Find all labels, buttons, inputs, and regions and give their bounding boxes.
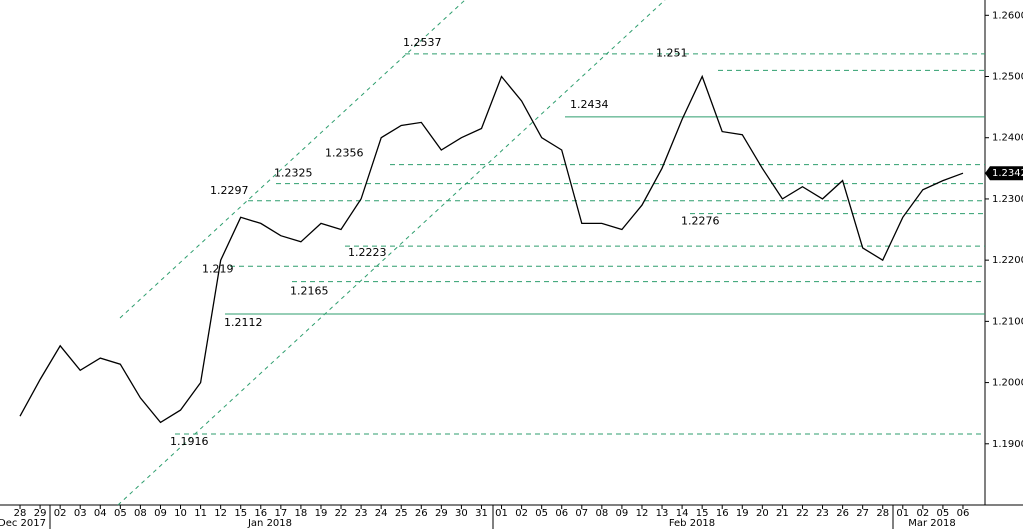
x-tick-label: 01 [896, 508, 909, 519]
x-tick-label: 08 [134, 508, 147, 519]
x-tick-label: 02 [916, 508, 929, 519]
level-label: 1.219 [202, 262, 234, 275]
x-tick-label: 05 [535, 508, 548, 519]
x-tick-label: 25 [395, 508, 408, 519]
x-tick-label: 30 [455, 508, 468, 519]
x-tick-label: 05 [937, 508, 950, 519]
x-tick-label: 05 [114, 508, 127, 519]
level-label: 1.251 [656, 46, 688, 59]
x-tick-label: 26 [836, 508, 849, 519]
x-tick-label: 11 [194, 508, 207, 519]
month-label: Dec 2017 [0, 518, 46, 529]
x-tick-label: 19 [736, 508, 749, 519]
x-tick-label: 15 [696, 508, 709, 519]
x-tick-label: 17 [274, 508, 287, 519]
x-tick-label: 06 [957, 508, 970, 519]
y-tick-label: 1.2500 [992, 72, 1023, 83]
x-tick-label: 26 [415, 508, 428, 519]
x-tick-label: 19 [315, 508, 328, 519]
level-label: 1.2276 [681, 215, 720, 228]
y-tick-label: 1.2300 [992, 194, 1023, 205]
x-tick-label: 01 [495, 508, 508, 519]
x-tick-label: 20 [756, 508, 769, 519]
x-tick-label: 16 [254, 508, 267, 519]
channel-line [117, 0, 666, 506]
x-tick-label: 28 [876, 508, 889, 519]
x-tick-label: 10 [174, 508, 187, 519]
x-tick-label: 16 [716, 508, 729, 519]
x-tick-label: 12 [636, 508, 649, 519]
x-tick-label: 15 [234, 508, 247, 519]
y-tick-label: 1.2000 [992, 378, 1023, 389]
x-tick-label: 07 [575, 508, 588, 519]
x-tick-label: 21 [776, 508, 789, 519]
last-price-label: 1.2342 [992, 168, 1023, 179]
x-tick-label: 31 [475, 508, 488, 519]
x-tick-label: 13 [656, 508, 669, 519]
x-tick-label: 02 [515, 508, 528, 519]
x-tick-label: 12 [214, 508, 227, 519]
x-tick-label: 23 [816, 508, 829, 519]
level-label: 1.2165 [290, 285, 329, 298]
y-tick-label: 1.2600 [992, 10, 1023, 21]
x-tick-label: 24 [375, 508, 388, 519]
month-label: Jan 2018 [247, 518, 292, 529]
x-tick-label: 29 [34, 508, 47, 519]
level-label: 1.1916 [170, 435, 209, 448]
x-tick-label: 04 [94, 508, 107, 519]
x-tick-label: 18 [295, 508, 308, 519]
x-tick-label: 22 [796, 508, 809, 519]
x-tick-label: 14 [676, 508, 689, 519]
level-label: 1.2325 [274, 167, 313, 180]
y-tick-label: 1.2400 [992, 133, 1023, 144]
x-tick-label: 23 [355, 508, 368, 519]
level-label: 1.2434 [570, 98, 609, 111]
channel-line [119, 0, 466, 319]
level-label: 1.2537 [403, 36, 442, 49]
last-price-marker [985, 166, 1023, 181]
y-tick-label: 1.1900 [992, 439, 1023, 450]
x-tick-label: 29 [435, 508, 448, 519]
price-line [19, 74, 964, 424]
x-tick-label: 09 [154, 508, 167, 519]
x-tick-label: 09 [616, 508, 629, 519]
y-tick-label: 1.2200 [992, 255, 1023, 266]
x-tick-label: 22 [335, 508, 348, 519]
month-label: Mar 2018 [908, 518, 956, 529]
x-tick-label: 28 [14, 508, 27, 519]
month-label: Feb 2018 [669, 518, 715, 529]
x-tick-label: 06 [555, 508, 568, 519]
level-label: 1.2223 [348, 246, 387, 259]
level-label: 1.2356 [325, 147, 364, 160]
y-tick-label: 1.2100 [992, 316, 1023, 327]
level-label: 1.2112 [224, 316, 263, 329]
x-tick-label: 02 [54, 508, 67, 519]
x-tick-label: 03 [74, 508, 87, 519]
x-tick-label: 27 [856, 508, 869, 519]
level-label: 1.2297 [210, 184, 249, 197]
x-tick-label: 08 [595, 508, 608, 519]
